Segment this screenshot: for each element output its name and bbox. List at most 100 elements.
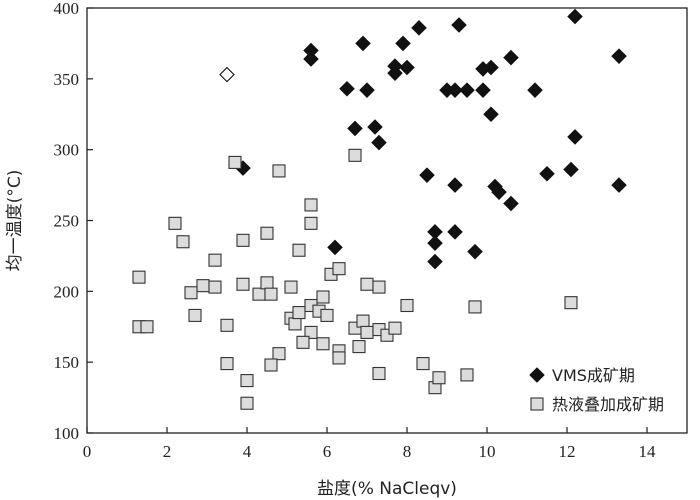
data-point <box>527 82 543 98</box>
data-point <box>419 167 435 183</box>
data-point <box>332 262 346 276</box>
x-tick-label: 4 <box>243 442 252 461</box>
y-tick-label: 250 <box>54 212 80 231</box>
data-point <box>260 226 274 240</box>
x-tick-label: 10 <box>479 442 496 461</box>
legend-marker <box>529 367 545 383</box>
data-point <box>411 20 427 36</box>
data-point <box>611 177 627 193</box>
data-point <box>399 59 415 76</box>
x-tick-label: 0 <box>83 442 92 461</box>
data-point <box>288 317 302 331</box>
data-point <box>347 120 363 137</box>
data-point <box>475 61 491 77</box>
data-point <box>228 155 242 169</box>
data-point <box>388 321 402 335</box>
data-point <box>459 82 475 98</box>
data-point <box>236 277 250 291</box>
data-point <box>140 320 154 334</box>
data-point <box>564 296 578 310</box>
y-axis-title: 均一温度(°C) <box>5 170 25 272</box>
data-point <box>264 358 278 372</box>
data-point <box>220 318 234 332</box>
data-point <box>292 243 306 257</box>
y-tick-label: 300 <box>54 141 80 160</box>
data-point <box>132 270 146 284</box>
data-point <box>316 290 330 304</box>
data-point <box>451 17 467 33</box>
data-point <box>475 82 491 98</box>
data-point <box>371 134 387 151</box>
data-point <box>292 306 306 320</box>
data-point <box>348 148 362 162</box>
y-tick-label: 200 <box>54 282 80 301</box>
data-point <box>447 177 463 193</box>
data-point <box>567 129 583 145</box>
x-tick-label: 8 <box>403 442 412 461</box>
y-tick-label: 150 <box>54 353 80 372</box>
data-point <box>168 216 182 230</box>
data-point <box>272 347 286 361</box>
data-point <box>236 233 250 247</box>
data-point <box>372 280 386 294</box>
x-axis-title: 盐度(% NaCleqv) <box>317 479 457 499</box>
data-point <box>503 49 519 66</box>
data-point <box>503 195 519 212</box>
data-point <box>264 287 278 301</box>
data-point <box>483 106 499 123</box>
data-point <box>468 300 482 314</box>
data-point <box>447 224 463 240</box>
data-point <box>304 198 318 212</box>
data-point <box>359 82 375 98</box>
data-point <box>272 164 286 178</box>
data-point <box>240 374 254 388</box>
data-point <box>360 325 374 339</box>
data-point <box>296 335 310 349</box>
data-point <box>332 351 346 365</box>
data-point <box>367 119 383 135</box>
data-point <box>327 239 343 256</box>
data-point <box>539 165 555 182</box>
data-point <box>320 308 334 322</box>
data-point <box>400 298 414 313</box>
data-point <box>427 235 443 251</box>
x-tick-label: 12 <box>559 442 576 461</box>
data-point <box>360 277 374 291</box>
y-tick-label: 350 <box>54 70 80 89</box>
data-point <box>387 65 403 81</box>
data-point <box>284 280 298 294</box>
data-point <box>220 357 234 371</box>
data-point <box>339 80 355 97</box>
data-point <box>208 253 222 267</box>
x-tick-label: 14 <box>639 442 657 461</box>
data-point <box>460 368 474 382</box>
data-point <box>416 357 430 371</box>
data-point <box>563 161 579 178</box>
legend-label: VMS成矿期 <box>552 366 635 385</box>
data-point <box>356 314 370 328</box>
data-point <box>491 184 507 200</box>
data-point <box>567 8 583 25</box>
data-point <box>355 35 371 52</box>
data-point <box>208 280 222 294</box>
data-point <box>304 325 318 339</box>
data-point <box>372 366 386 381</box>
data-point <box>252 287 266 301</box>
data-point <box>427 253 443 270</box>
data-point <box>303 51 319 67</box>
y-tick-label: 100 <box>54 424 80 443</box>
x-tick-label: 6 <box>323 442 332 461</box>
data-point <box>432 371 446 385</box>
data-point <box>395 35 411 52</box>
data-point <box>316 337 330 351</box>
data-point <box>219 66 235 83</box>
x-tick-label: 2 <box>163 442 172 461</box>
ticks-layer: 0 2 4 6 8 10 12 14 100 150 200 250 300 350 400 <box>54 0 657 461</box>
data-point <box>184 286 198 300</box>
data-point <box>447 82 463 98</box>
data-point <box>176 235 190 249</box>
data-point <box>611 48 627 64</box>
legend-marker <box>530 397 544 411</box>
legend-label: 热液叠加成矿期 <box>552 395 664 414</box>
